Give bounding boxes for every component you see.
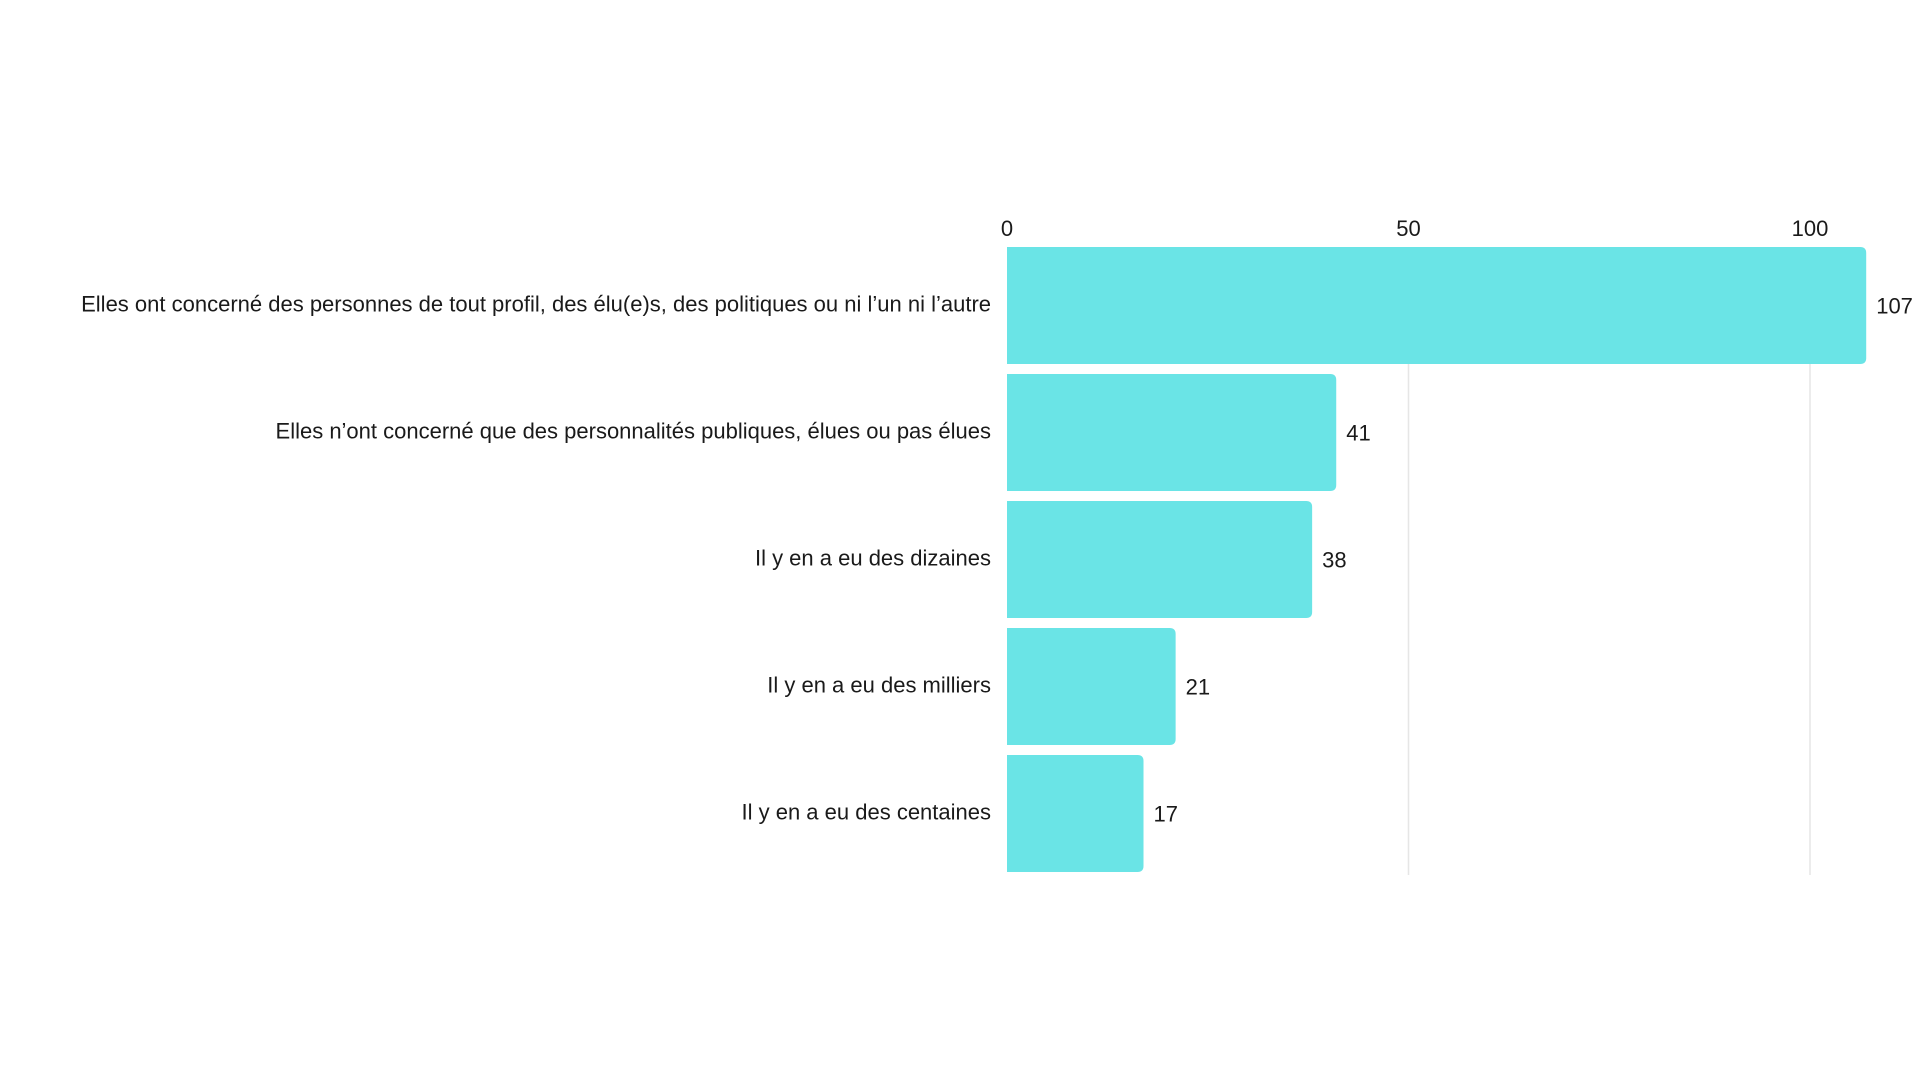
x-tick-label-100: 100 <box>1792 216 1829 241</box>
category-labels: Elles ont concerné des personnes de tout… <box>81 291 991 824</box>
value-labels: 107 41 38 21 17 <box>1154 293 1913 826</box>
value-label-2: 41 <box>1346 420 1370 445</box>
value-label-4: 21 <box>1186 674 1210 699</box>
category-label-5: Il y en a eu des centaines <box>742 799 992 824</box>
value-label-3: 38 <box>1322 547 1346 572</box>
value-label-1: 107 <box>1876 293 1913 318</box>
category-label-2: Elles n’ont concerné que des personnalit… <box>276 418 991 443</box>
x-tick-label-0: 0 <box>1001 216 1013 241</box>
x-tick-label-50: 50 <box>1396 216 1420 241</box>
category-label-3: Il y en a eu des dizaines <box>755 545 991 570</box>
value-label-5: 17 <box>1154 801 1178 826</box>
bar-2 <box>1007 374 1337 491</box>
x-axis-ticks: 0 50 100 <box>1001 216 1828 241</box>
bar-4 <box>1007 628 1176 745</box>
bar-3 <box>1007 501 1313 618</box>
bars <box>1007 247 1867 872</box>
bar-1 <box>1007 247 1867 364</box>
bar-5 <box>1007 755 1144 872</box>
category-label-4: Il y en a eu des milliers <box>767 672 991 697</box>
category-label-1: Elles ont concerné des personnes de tout… <box>81 291 991 316</box>
